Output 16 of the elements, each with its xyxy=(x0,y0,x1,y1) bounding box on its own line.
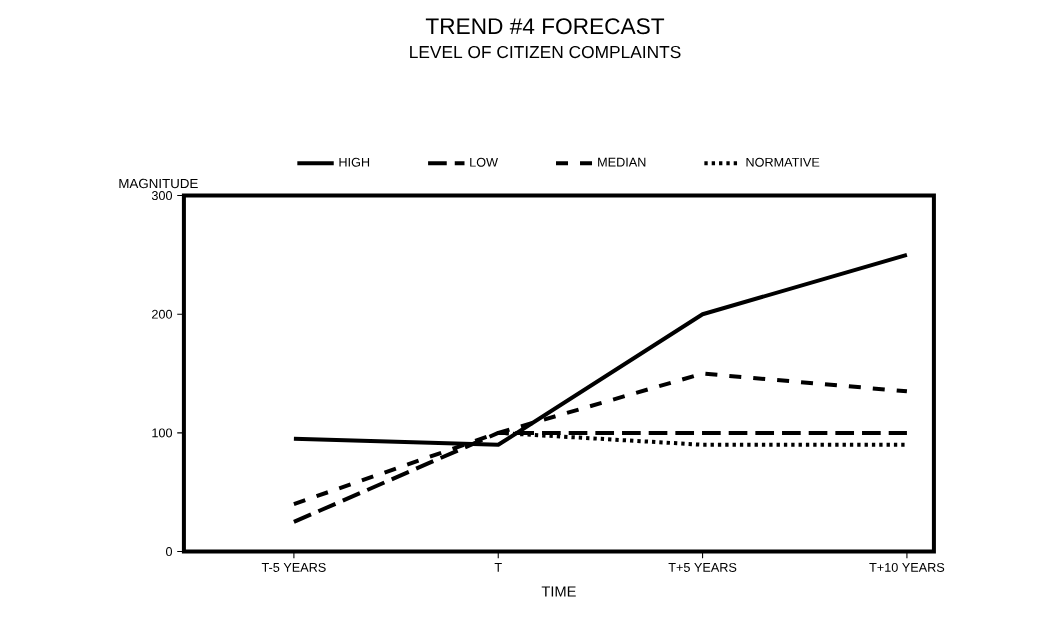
legend-label: LOW xyxy=(470,157,498,167)
x-tick-label: T+10 YEARS xyxy=(869,562,945,572)
y-axis-title: MAGNITUDE xyxy=(119,178,198,189)
y-tick-label: 300 xyxy=(151,191,173,201)
legend-label: HIGH xyxy=(339,157,370,167)
legend-label: NORMATIVE xyxy=(746,157,820,167)
x-tick-label: T xyxy=(494,562,502,572)
y-tick-label: 100 xyxy=(152,428,173,438)
y-tick-label: 0 xyxy=(165,547,173,557)
x-axis-title: TIME xyxy=(541,586,576,597)
legend-label: MEDIAN xyxy=(598,157,646,167)
y-tick-label: 200 xyxy=(152,309,173,319)
x-tick-label: T-5 YEARS xyxy=(261,562,326,572)
x-tick-label: T+5 YEARS xyxy=(668,562,737,572)
chart-subtitle: LEVEL OF CITIZEN COMPLAINTS xyxy=(410,45,681,59)
chart-title: TREND #4 FORECAST xyxy=(425,18,665,35)
